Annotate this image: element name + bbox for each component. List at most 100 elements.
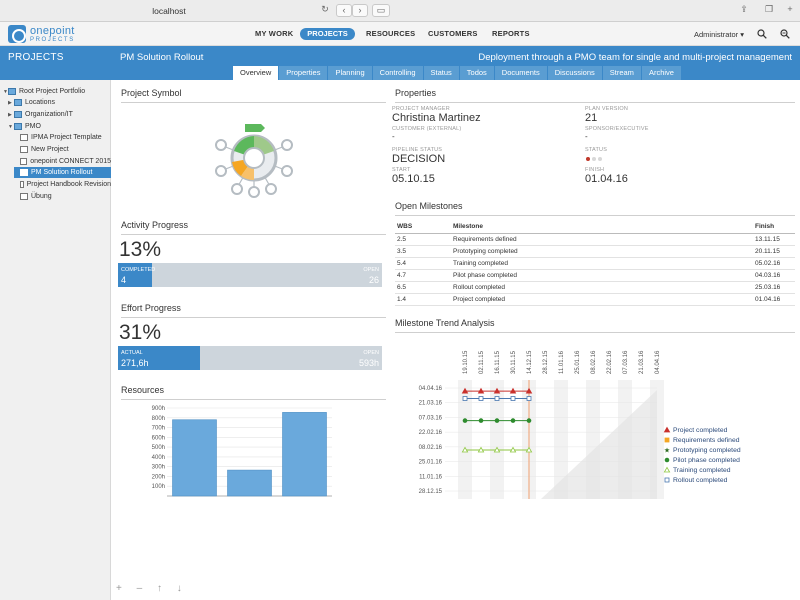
tab-stream[interactable]: Stream	[602, 66, 641, 80]
plan-version-label: PLAN VERSION	[585, 106, 629, 112]
tab-status[interactable]: Status	[423, 66, 459, 80]
tab-archive[interactable]: Archive	[641, 66, 681, 80]
series-point[interactable]	[461, 446, 469, 453]
table-row[interactable]: 3.5 Prototyping completed 20.11.15	[395, 245, 795, 258]
sponsor-value: -	[585, 132, 588, 141]
tree-item-pm-solution-rollout[interactable]: PM Solution Rollout	[14, 167, 111, 178]
legend-label[interactable]: Project completed	[673, 427, 728, 434]
tab-properties[interactable]: Properties	[279, 66, 328, 80]
series-point[interactable]	[493, 387, 501, 394]
table-row[interactable]: 2.5 Requirements defined 13.11.15	[395, 233, 795, 246]
tab-controlling[interactable]: Controlling	[372, 66, 423, 80]
legend-marker[interactable]	[663, 466, 671, 473]
cell-wbs: 4.7	[395, 269, 451, 282]
series-point[interactable]	[462, 418, 468, 423]
back-button[interactable]: ‹	[336, 4, 352, 17]
project-manager-label: PROJECT MANAGER	[392, 106, 450, 112]
series-point[interactable]	[462, 396, 468, 401]
series-point[interactable]	[525, 387, 533, 394]
tab-planning[interactable]: Planning	[328, 66, 372, 80]
tree-item-new-project[interactable]: New Project	[20, 144, 111, 155]
legend-marker[interactable]	[663, 426, 671, 433]
series-point[interactable]	[510, 418, 516, 423]
project-icon	[20, 193, 28, 200]
tab-discussions[interactable]: Discussions	[547, 66, 602, 80]
nav-reports[interactable]: REPORTS	[492, 29, 530, 38]
series-point[interactable]	[493, 446, 501, 453]
overview-content: Project Symbol Activity Progress 13% COM…	[112, 80, 800, 600]
tree-item-root-portfolio[interactable]: Root Project Portfolio	[8, 86, 111, 97]
tree-item-handbook-revision[interactable]: Project Handbook Revision	[20, 179, 111, 190]
series-point[interactable]	[526, 396, 532, 401]
legend-label[interactable]: Requirements defined	[673, 437, 740, 444]
nav-resources[interactable]: RESOURCES	[366, 29, 416, 38]
nav-projects[interactable]: PROJECTS	[300, 28, 355, 40]
series-point[interactable]	[509, 446, 517, 453]
y-tick-label: 25.01.16	[419, 460, 443, 466]
expand-toggle-icon[interactable]: ▼	[8, 124, 13, 130]
col-finish[interactable]: Finish	[753, 220, 795, 234]
search-icon[interactable]	[757, 29, 767, 39]
resource-bar[interactable]	[172, 419, 217, 497]
sidebar-toggle-icon[interactable]: ▭	[372, 4, 390, 17]
legend-marker[interactable]	[664, 457, 670, 463]
reload-icon[interactable]: ↻	[321, 4, 329, 14]
series-point[interactable]	[525, 446, 533, 453]
x-tick-label: 14.12.15	[527, 350, 533, 374]
actual-label: ACTUAL	[121, 350, 143, 356]
legend-label[interactable]: Training completed	[673, 467, 731, 474]
series-point[interactable]	[477, 387, 485, 394]
tab-overview[interactable]: Overview	[233, 66, 279, 80]
resource-bar[interactable]	[282, 412, 327, 497]
start-label: START	[392, 167, 411, 173]
series-point[interactable]	[477, 446, 485, 453]
legend-marker[interactable]	[664, 437, 670, 443]
table-row[interactable]: 5.4 Training completed 05.02.16	[395, 257, 795, 270]
zoom-icon[interactable]	[780, 29, 790, 39]
tree-toolbar[interactable]: + – ↑ ↓	[116, 583, 188, 594]
milestones-table: WBS Milestone Finish 2.5 Requirements def…	[395, 220, 795, 306]
series-point[interactable]	[494, 418, 500, 423]
url-bar[interactable]: localhost	[152, 6, 186, 16]
tree-item-locations[interactable]: Locations	[14, 97, 111, 108]
add-tab-icon[interactable]: +	[787, 4, 793, 14]
legend-label[interactable]: Pilot phase completed	[673, 457, 740, 464]
series-point[interactable]	[510, 396, 516, 401]
col-wbs[interactable]: WBS	[395, 220, 451, 234]
series-point[interactable]	[461, 387, 469, 394]
nav-customers[interactable]: CUSTOMERS	[428, 29, 478, 38]
tab-todos[interactable]: Todos	[459, 66, 494, 80]
tab-documents[interactable]: Documents	[494, 66, 547, 80]
tree-item-uebung[interactable]: Übung	[20, 191, 111, 202]
y-tick-label: 11.01.16	[419, 474, 443, 480]
logo[interactable]: onepoint PROJECTS	[8, 25, 75, 43]
expand-toggle-icon[interactable]: ▼	[3, 89, 8, 95]
forward-button[interactable]: ›	[352, 4, 368, 17]
legend-marker[interactable]: ★	[664, 447, 670, 455]
legend-label[interactable]: Prototyping completed	[673, 447, 741, 454]
series-point[interactable]	[526, 418, 532, 423]
tree-item-organization-it[interactable]: Organization/IT	[14, 109, 111, 120]
share-icon[interactable]: ⇪	[740, 4, 748, 14]
tabs-icon[interactable]: ❐	[764, 4, 774, 14]
expand-toggle-icon[interactable]: ▶	[8, 100, 12, 106]
resource-bar[interactable]	[227, 469, 272, 497]
table-row[interactable]: 1.4 Project completed 01.04.16	[395, 293, 795, 306]
tree-item-ipma-template[interactable]: IPMA Project Template	[20, 132, 111, 143]
legend-label[interactable]: Rollout completed	[673, 477, 728, 484]
tree-item-connect-2015[interactable]: onepoint CONNECT 2015	[20, 156, 111, 167]
col-milestone[interactable]: Milestone	[451, 220, 753, 234]
sponsor-label: SPONSOR/EXECUTIVE	[585, 126, 649, 132]
series-point[interactable]	[509, 387, 517, 394]
table-row[interactable]: 6.5 Rollout completed 25.03.16	[395, 281, 795, 294]
table-row[interactable]: 4.7 Pilot phase completed 04.03.16	[395, 269, 795, 282]
series-point[interactable]	[494, 396, 500, 401]
legend-marker[interactable]	[664, 477, 670, 483]
expand-toggle-icon[interactable]: ▶	[8, 112, 12, 118]
nav-my-work[interactable]: MY WORK	[255, 29, 294, 38]
user-menu[interactable]: Administrator ▾	[694, 30, 745, 39]
series-point[interactable]	[478, 396, 484, 401]
series-point[interactable]	[478, 418, 484, 423]
tree-item-pmo[interactable]: PMO	[14, 121, 111, 132]
column-band	[490, 380, 504, 499]
